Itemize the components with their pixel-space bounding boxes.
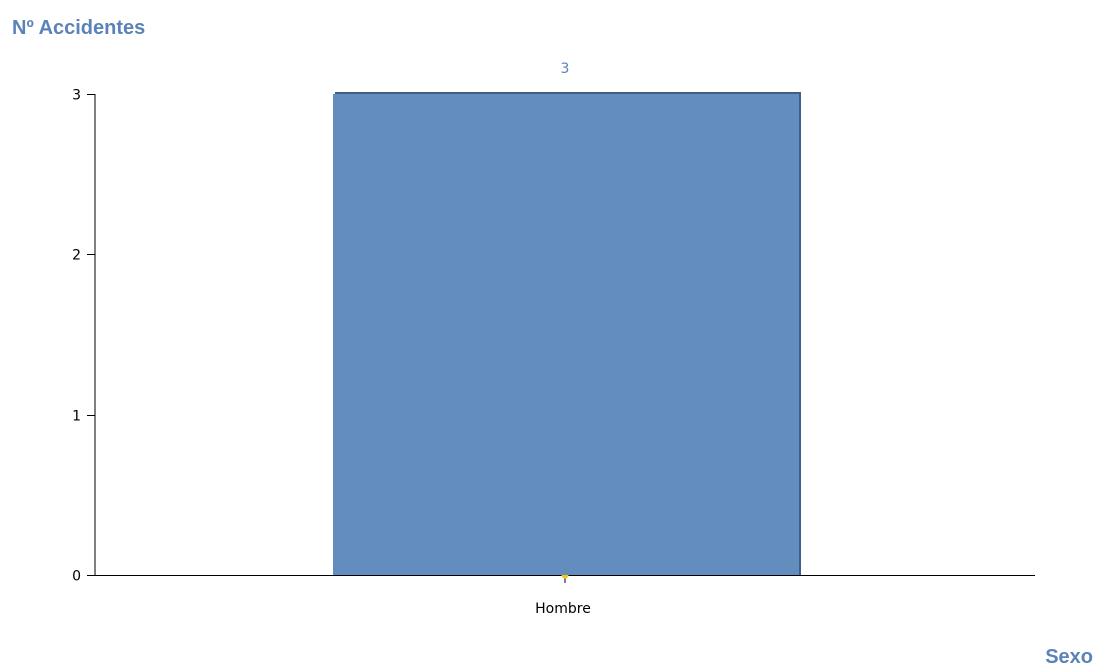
y-tick-label: 0 [72,569,81,585]
y-tick-label: 1 [72,409,81,425]
y-axis-title: Nº Accidentes [12,17,145,39]
x-tick-label: Hombre [535,601,591,617]
y-tick-label: 2 [72,248,81,264]
data-labels: 3 [561,61,570,77]
x-axis-title: Sexo [1045,646,1093,668]
y-axis: 0 1 2 3 [72,88,96,585]
bars [333,92,801,575]
data-label: 3 [561,61,570,77]
bar-hombre [333,94,799,575]
x-axis: Hombre [95,571,1035,617]
y-tick-label: 3 [72,88,81,104]
